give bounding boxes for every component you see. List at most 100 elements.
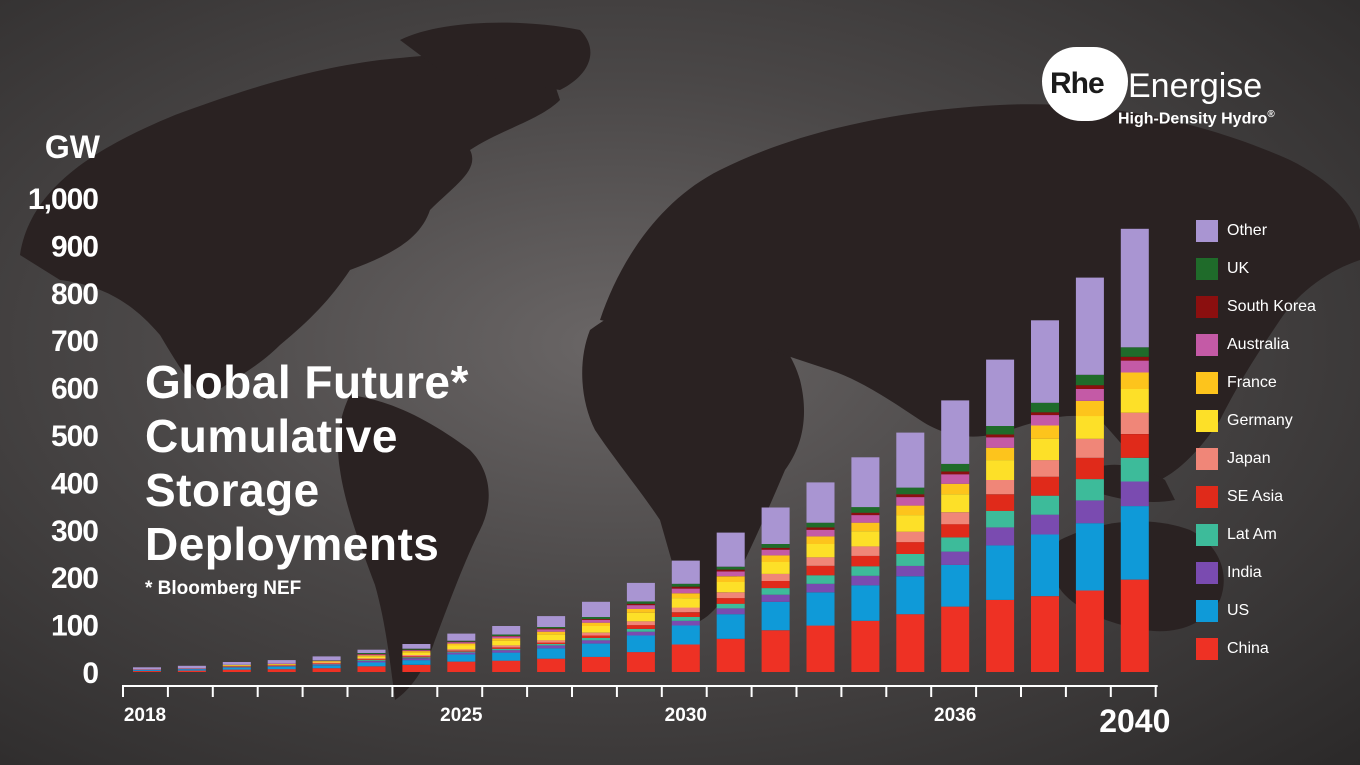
bar-segment-se-asia-2039 bbox=[1075, 457, 1104, 480]
bar-segment-us-2019 bbox=[177, 669, 206, 671]
bar-segment-japan-2023 bbox=[357, 658, 386, 660]
x-axis: 2018 2025 2030 2036 2040 bbox=[122, 685, 1170, 739]
bar-segment-china-2027 bbox=[537, 658, 566, 672]
bar-segment-japan-2029 bbox=[626, 621, 655, 626]
source-note: * Bloomberg NEF bbox=[145, 578, 302, 599]
bar-segment-germany-2021 bbox=[267, 664, 296, 665]
legend-swatch bbox=[1196, 296, 1218, 318]
bar-segment-germany-2036 bbox=[941, 494, 970, 513]
bar-segment-se-asia-2024 bbox=[402, 656, 431, 658]
bar-segment-lat-am-2024 bbox=[402, 657, 431, 659]
bar-segment-france-2038 bbox=[1031, 425, 1059, 439]
bar-segment-us-2021 bbox=[267, 666, 296, 670]
y-tick-label: 300 bbox=[51, 515, 98, 548]
y-tick-label: 1,000 bbox=[28, 183, 98, 216]
bar-segment-china-2039 bbox=[1075, 590, 1104, 672]
bar-segment-us-2026 bbox=[492, 652, 521, 661]
bar-segment-uk-2033 bbox=[806, 522, 835, 528]
bar-segment-lat-am-2040 bbox=[1120, 457, 1149, 482]
bar-segment-india-2026 bbox=[492, 650, 521, 653]
bar-segment-japan-2024 bbox=[402, 654, 431, 657]
bar-segment-other-2040 bbox=[1120, 228, 1149, 348]
bar-segment-us-2020 bbox=[222, 667, 251, 670]
bar-segment-china-2024 bbox=[402, 664, 431, 672]
bar-segment-germany-2026 bbox=[492, 640, 521, 646]
bar-segment-south-korea-2025 bbox=[447, 641, 476, 643]
bar-segment-china-2030 bbox=[671, 644, 700, 672]
bar-segment-other-2039 bbox=[1075, 277, 1104, 375]
legend-label: India bbox=[1227, 564, 1262, 581]
bar-segment-south-korea-2039 bbox=[1075, 385, 1104, 389]
bar-segment-germany-2028 bbox=[582, 626, 610, 633]
bar-segment-other-2021 bbox=[267, 660, 296, 664]
bar-segment-japan-2035 bbox=[896, 531, 925, 543]
bar-segment-other-2038 bbox=[1031, 320, 1059, 403]
bar-segment-uk-2025 bbox=[447, 640, 476, 642]
bar-segment-us-2035 bbox=[896, 576, 925, 615]
legend-swatch bbox=[1196, 486, 1218, 508]
bar-segment-china-2034 bbox=[851, 620, 880, 672]
bar-segment-lat-am-2037 bbox=[986, 510, 1015, 528]
bar-segment-uk-2027 bbox=[537, 627, 566, 629]
bar-segment-uk-2031 bbox=[716, 566, 745, 570]
registered-mark: ® bbox=[1267, 109, 1275, 120]
bar-segment-germany-2023 bbox=[357, 656, 386, 659]
bar-segment-other-2031 bbox=[716, 532, 745, 567]
bar-segment-se-asia-2037 bbox=[986, 494, 1015, 511]
bar-segment-other-2024 bbox=[402, 644, 431, 649]
bar-segment-india-2027 bbox=[537, 645, 566, 649]
bar-segment-china-2035 bbox=[896, 614, 925, 672]
bar-segment-australia-2029 bbox=[626, 605, 655, 609]
bar-segment-india-2030 bbox=[671, 620, 700, 626]
bar-segment-india-2034 bbox=[851, 575, 880, 586]
bar-segment-uk-2037 bbox=[986, 426, 1015, 435]
bar-segment-lat-am-2023 bbox=[357, 660, 386, 661]
legend-label: South Korea bbox=[1227, 298, 1316, 315]
bar-segment-other-2020 bbox=[222, 662, 251, 665]
bar-segment-japan-2037 bbox=[986, 480, 1015, 495]
bar-segment-india-2025 bbox=[447, 652, 476, 655]
bar-segment-uk-2029 bbox=[626, 601, 655, 604]
bar-segment-australia-2027 bbox=[537, 629, 566, 632]
bar-segment-china-2023 bbox=[357, 666, 386, 672]
bar-segment-other-2037 bbox=[986, 359, 1015, 426]
bar-segment-lat-am-2035 bbox=[896, 554, 925, 566]
bar-segment-other-2036 bbox=[941, 400, 970, 464]
bar-segment-south-korea-2027 bbox=[537, 628, 566, 630]
bar-segment-japan-2030 bbox=[671, 607, 700, 613]
bar-segment-germany-2030 bbox=[671, 598, 700, 608]
bar-segment-uk-2035 bbox=[896, 487, 925, 495]
bar-segment-uk-2034 bbox=[851, 507, 880, 513]
bar-segment-other-2019 bbox=[177, 665, 206, 669]
bar-segment-germany-2022 bbox=[312, 661, 341, 663]
legend-swatch bbox=[1196, 562, 1218, 584]
bar-segment-japan-2028 bbox=[582, 632, 610, 636]
legend-swatch bbox=[1196, 410, 1218, 432]
bar-segment-other-2025 bbox=[447, 633, 476, 641]
bar-segment-uk-2023 bbox=[357, 653, 386, 654]
bar-segment-south-korea-2040 bbox=[1120, 356, 1149, 361]
bar-segment-china-2028 bbox=[582, 656, 610, 672]
bar-segment-us-2023 bbox=[357, 662, 386, 667]
bar-segment-us-2031 bbox=[716, 614, 745, 639]
bar-segment-china-2033 bbox=[806, 625, 835, 672]
bar-segment-japan-2021 bbox=[267, 664, 296, 666]
bar-segment-us-2038 bbox=[1031, 534, 1059, 597]
bar-segment-france-2022 bbox=[312, 661, 341, 662]
bar-segment-india-2036 bbox=[941, 551, 970, 565]
bar-segment-australia-2030 bbox=[671, 588, 700, 594]
bar-segment-france-2034 bbox=[851, 522, 880, 532]
bar-segment-other-2029 bbox=[626, 582, 655, 602]
bar-segment-south-korea-2026 bbox=[492, 636, 521, 637]
bar-segment-france-2037 bbox=[986, 447, 1015, 461]
bar-segment-india-2028 bbox=[582, 640, 610, 644]
bars-layer bbox=[133, 228, 1149, 672]
bar-segment-se-asia-2029 bbox=[626, 625, 655, 629]
bar-segment-china-2025 bbox=[447, 661, 476, 672]
bar-segment-australia-2037 bbox=[986, 437, 1015, 448]
bar-segment-south-korea-2031 bbox=[716, 569, 745, 572]
bar-segment-us-2024 bbox=[402, 660, 431, 665]
bar-segment-germany-2025 bbox=[447, 645, 476, 650]
bar-segment-uk-2039 bbox=[1075, 374, 1104, 386]
